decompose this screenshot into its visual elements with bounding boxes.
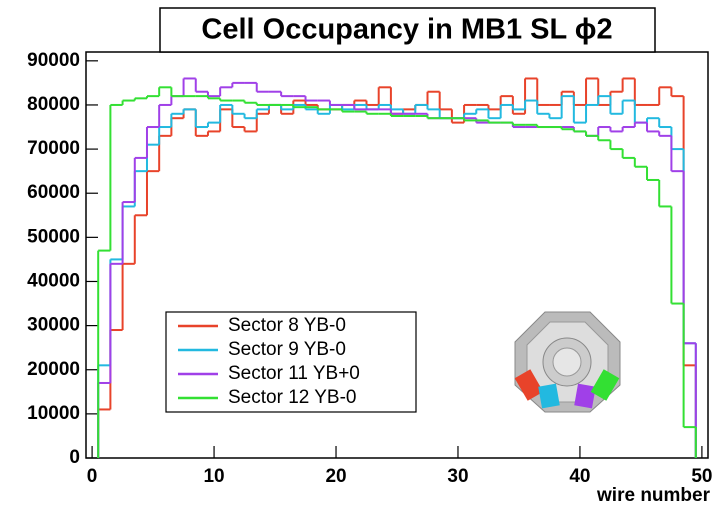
y-tick-label: 20000 [27,359,80,380]
chart-title: Cell Occupancy in MB1 SL ϕ2 [201,14,612,46]
legend-label: Sector 9 YB-0 [228,339,346,360]
detector-icon [514,311,621,413]
title-box [159,7,656,53]
x-tick-label: 20 [325,466,346,487]
legend-label: Sector 12 YB-0 [228,387,357,408]
y-tick-label: 90000 [27,50,80,71]
x-tick-label: 10 [203,466,224,487]
legend-label: Sector 11 YB+0 [228,363,360,384]
y-tick-label: 50000 [27,226,80,247]
y-tick-label: 0 [69,447,80,468]
y-tick-label: 40000 [27,270,80,291]
x-tick-label: 40 [569,466,590,487]
legend-label: Sector 8 YB-0 [228,315,346,336]
y-tick-label: 30000 [27,315,80,336]
y-tick-label: 70000 [27,138,80,159]
x-tick-label: 0 [87,466,98,487]
x-axis-label: wire number [596,485,711,506]
x-tick-label: 30 [447,466,468,487]
y-tick-label: 60000 [27,182,80,203]
x-tick-label: 50 [691,466,712,487]
legend-box [165,311,417,413]
y-tick-label: 80000 [27,94,80,115]
y-tick-label: 10000 [27,403,80,424]
